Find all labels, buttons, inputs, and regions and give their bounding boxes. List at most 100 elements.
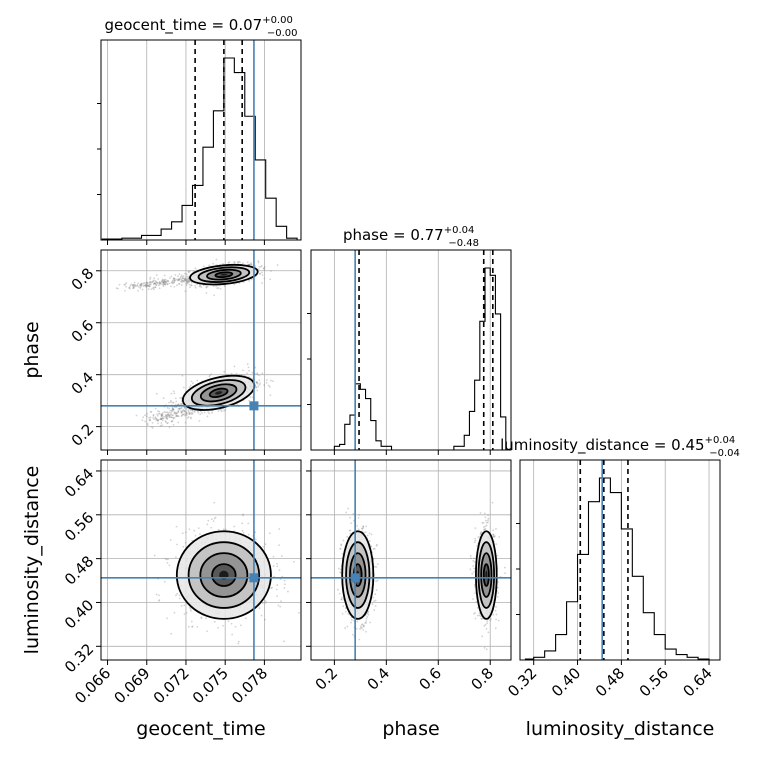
- scatter-point: [276, 565, 278, 567]
- title-lower: −0.00: [267, 28, 298, 39]
- scatter-point: [148, 417, 150, 419]
- scatter-point: [246, 372, 248, 374]
- scatter-point: [207, 416, 209, 418]
- scatter-point: [341, 599, 343, 601]
- scatter-point: [155, 281, 157, 283]
- x-tick-label: 0.48: [592, 664, 628, 700]
- scatter-point: [173, 286, 175, 288]
- scatter-point: [157, 415, 159, 417]
- scatter-point: [504, 572, 506, 574]
- scatter-point: [235, 626, 237, 628]
- scatter-point: [351, 619, 353, 621]
- scatter-point: [234, 366, 236, 368]
- scatter-point: [178, 273, 180, 275]
- scatter-point: [213, 285, 215, 287]
- scatter-point: [154, 555, 156, 557]
- scatter-point: [186, 273, 188, 275]
- scatter-point: [153, 280, 155, 282]
- scatter-point: [233, 284, 235, 286]
- scatter-point: [207, 286, 209, 288]
- scatter-point: [474, 612, 476, 614]
- scatter-points: [337, 502, 506, 650]
- scatter-point: [139, 284, 141, 286]
- scatter-point: [185, 542, 187, 544]
- scatter-point: [175, 594, 177, 596]
- scatter-point: [154, 286, 156, 288]
- scatter-point: [277, 264, 279, 266]
- x-tick-label: 0.072: [150, 664, 193, 707]
- scatter-point: [495, 627, 497, 629]
- scatter-point: [262, 274, 264, 276]
- scatter-point: [261, 265, 263, 267]
- scatter-point: [486, 648, 488, 650]
- scatter-point: [172, 418, 174, 420]
- scatter-point: [234, 261, 236, 263]
- scatter-point: [191, 380, 193, 382]
- scatter-point: [179, 279, 181, 281]
- scatter-point: [184, 290, 186, 292]
- scatter-point: [472, 560, 474, 562]
- title-upper: +0.00: [262, 15, 293, 26]
- scatter-point: [217, 627, 219, 629]
- scatter-point: [198, 420, 200, 422]
- scatter-point: [186, 413, 188, 415]
- scatter-point: [280, 600, 282, 602]
- scatter-point: [248, 534, 250, 536]
- scatter-point: [263, 278, 265, 280]
- scatter-point: [149, 419, 151, 421]
- scatter-point: [377, 563, 379, 565]
- scatter-point: [196, 380, 198, 382]
- scatter-point: [195, 267, 197, 269]
- scatter-point: [213, 520, 215, 522]
- scatter-point: [487, 631, 489, 633]
- scatter-point: [180, 276, 182, 278]
- scatter-point: [192, 410, 194, 412]
- scatter-point: [207, 520, 209, 522]
- scatter-point: [365, 531, 367, 533]
- scatter-point: [349, 517, 351, 519]
- scatter-point: [170, 393, 172, 395]
- scatter-point: [173, 390, 175, 392]
- scatter-point: [239, 261, 241, 263]
- scatter-point: [247, 363, 249, 365]
- scatter-point: [172, 420, 174, 422]
- scatter-point: [166, 617, 168, 619]
- scatter-point: [210, 527, 212, 529]
- scatter-point: [158, 284, 160, 286]
- scatter-point: [159, 287, 161, 289]
- scatter-point: [148, 288, 150, 290]
- scatter-point: [216, 259, 218, 261]
- scatter-point: [255, 539, 257, 541]
- scatter-point: [340, 544, 342, 546]
- scatter-point: [170, 400, 172, 402]
- scatter-point: [123, 284, 125, 286]
- scatter-point: [211, 412, 213, 414]
- scatter-point: [341, 597, 343, 599]
- scatter-point: [181, 605, 183, 607]
- scatter-point: [477, 536, 479, 538]
- scatter-point: [124, 290, 126, 292]
- scatter-point: [168, 564, 170, 566]
- scatter-point: [276, 595, 278, 597]
- panel-geocent_time-phase: 0.20.40.60.8: [68, 250, 301, 455]
- scatter-point: [484, 513, 486, 515]
- scatter-point: [484, 516, 486, 518]
- scatter-point: [189, 412, 191, 414]
- scatter-point: [358, 639, 360, 641]
- scatter-point: [176, 544, 178, 546]
- scatter-point: [167, 422, 169, 424]
- scatter-point: [142, 419, 144, 421]
- scatter-point: [125, 286, 127, 288]
- scatter-point: [157, 423, 159, 425]
- scatter-point: [218, 410, 220, 412]
- scatter-point: [484, 529, 486, 531]
- scatter-point: [205, 617, 207, 619]
- histogram-step: [314, 268, 506, 450]
- scatter-point: [261, 372, 263, 374]
- scatter-point: [184, 613, 186, 615]
- panel-title: geocent_time = 0.07+0.00−0.00: [105, 15, 298, 39]
- scatter-point: [158, 600, 160, 602]
- scatter-point: [166, 414, 168, 416]
- scatter-point: [269, 532, 271, 534]
- scatter-point: [190, 608, 192, 610]
